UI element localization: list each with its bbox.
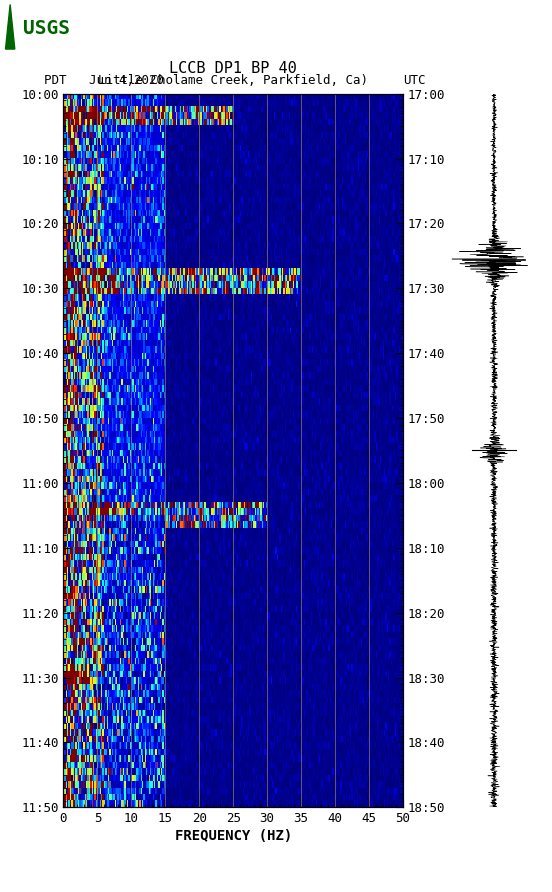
Text: USGS: USGS xyxy=(23,20,70,38)
Text: PDT   Jun 4,2020: PDT Jun 4,2020 xyxy=(44,74,164,87)
X-axis label: FREQUENCY (HZ): FREQUENCY (HZ) xyxy=(174,830,292,843)
Text: LCCB DP1 BP 40: LCCB DP1 BP 40 xyxy=(169,61,297,76)
Text: UTC: UTC xyxy=(403,74,426,87)
Polygon shape xyxy=(6,4,15,49)
Text: Little Cholame Creek, Parkfield, Ca): Little Cholame Creek, Parkfield, Ca) xyxy=(98,74,368,87)
